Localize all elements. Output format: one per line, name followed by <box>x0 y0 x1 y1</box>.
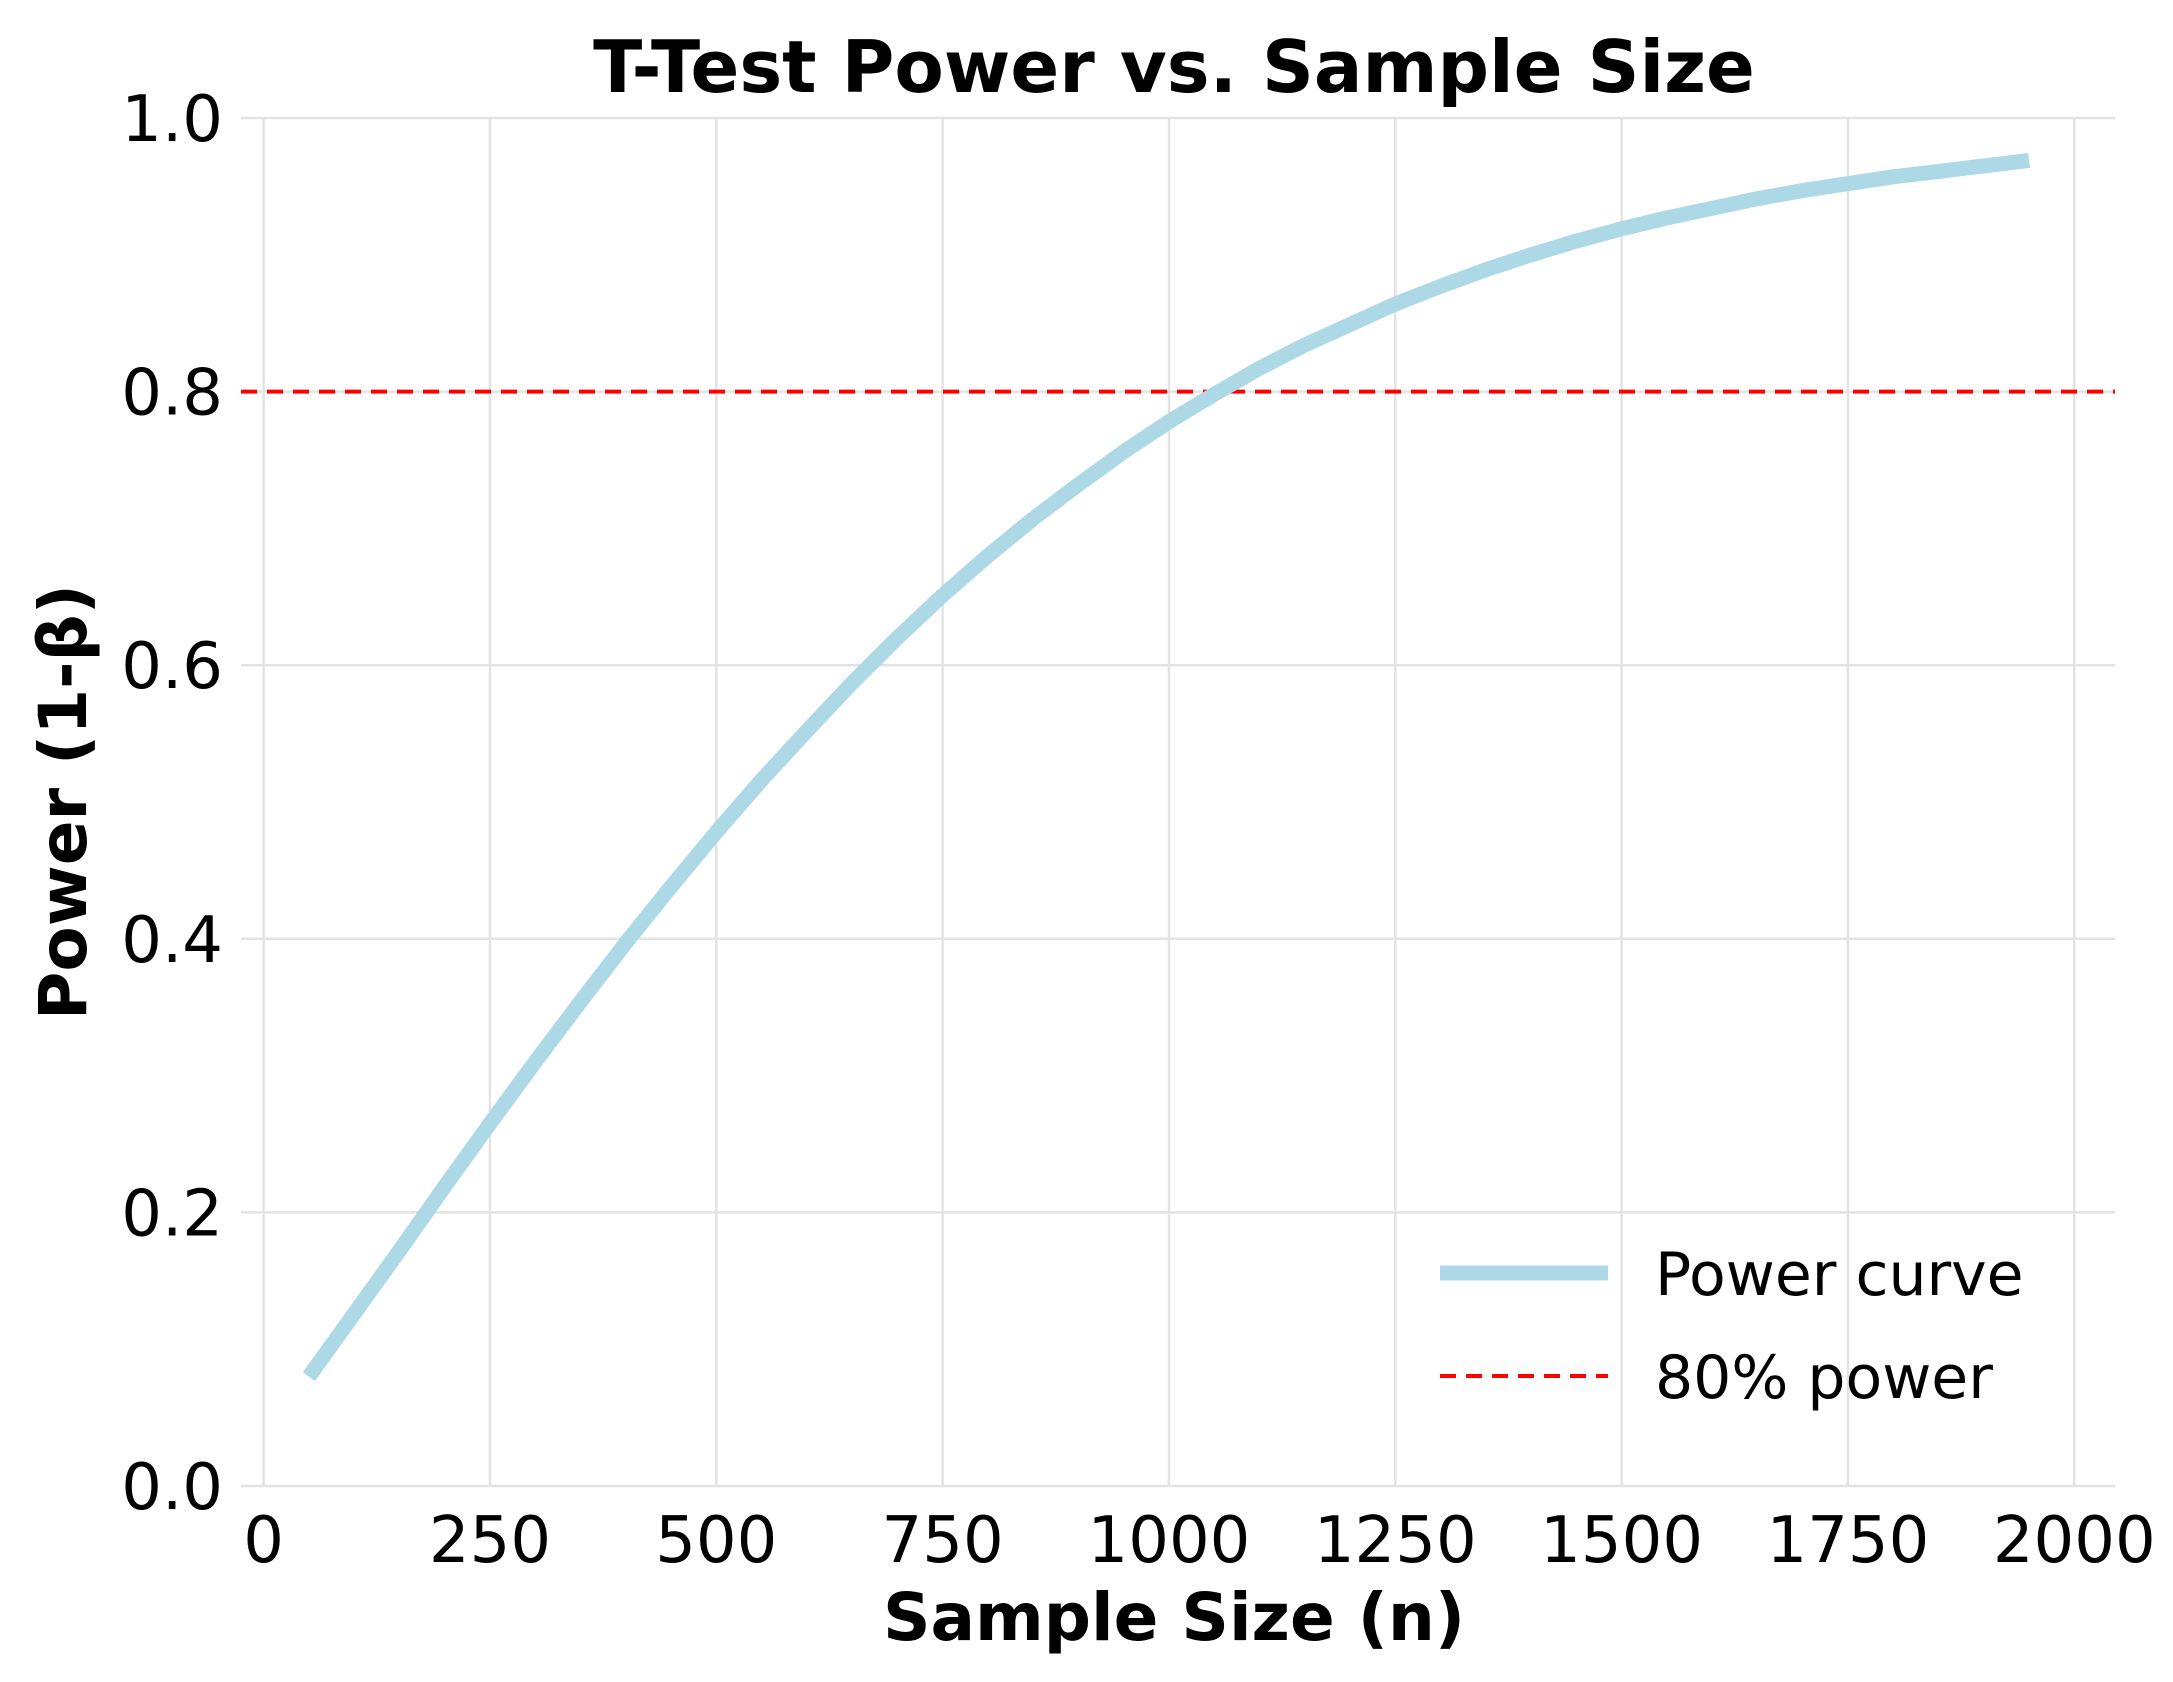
y-tick-label: 0.0 <box>121 1451 223 1525</box>
x-tick-label: 2000 <box>1993 1504 2156 1578</box>
series-line-power-curve <box>302 152 2030 1381</box>
y-tick-label: 0.4 <box>121 904 223 978</box>
y-axis-ticks: 0.0 0.2 0.4 0.6 0.8 1.0 <box>121 83 223 1525</box>
x-tick-label: 500 <box>655 1504 777 1578</box>
x-tick-label: 1500 <box>1540 1504 1703 1578</box>
x-tick-label: 250 <box>429 1504 551 1578</box>
y-axis-title: Power (1-β) <box>25 584 102 1020</box>
legend: Power curve 80% power <box>1440 1240 2024 1413</box>
x-tick-label: 1750 <box>1766 1504 1929 1578</box>
y-tick-label: 0.2 <box>121 1177 223 1251</box>
series-lines <box>302 152 2030 1381</box>
chart-title: T-Test Power vs. Sample Size <box>593 25 1755 109</box>
x-axis-ticks: 0 250 500 750 1000 1250 1500 1750 2000 <box>243 1504 2155 1578</box>
x-tick-label: 1000 <box>1088 1504 1251 1578</box>
x-tick-label: 1250 <box>1314 1504 1477 1578</box>
x-tick-label: 0 <box>243 1504 284 1578</box>
x-axis-title: Sample Size (n) <box>883 1579 1465 1656</box>
legend-label-80-power: 80% power <box>1655 1343 1993 1413</box>
y-tick-label: 0.6 <box>121 630 223 704</box>
y-tick-label: 0.8 <box>121 357 223 431</box>
x-tick-label: 750 <box>882 1504 1004 1578</box>
legend-label-power-curve: Power curve <box>1655 1240 2024 1310</box>
y-tick-label: 1.0 <box>121 83 223 157</box>
